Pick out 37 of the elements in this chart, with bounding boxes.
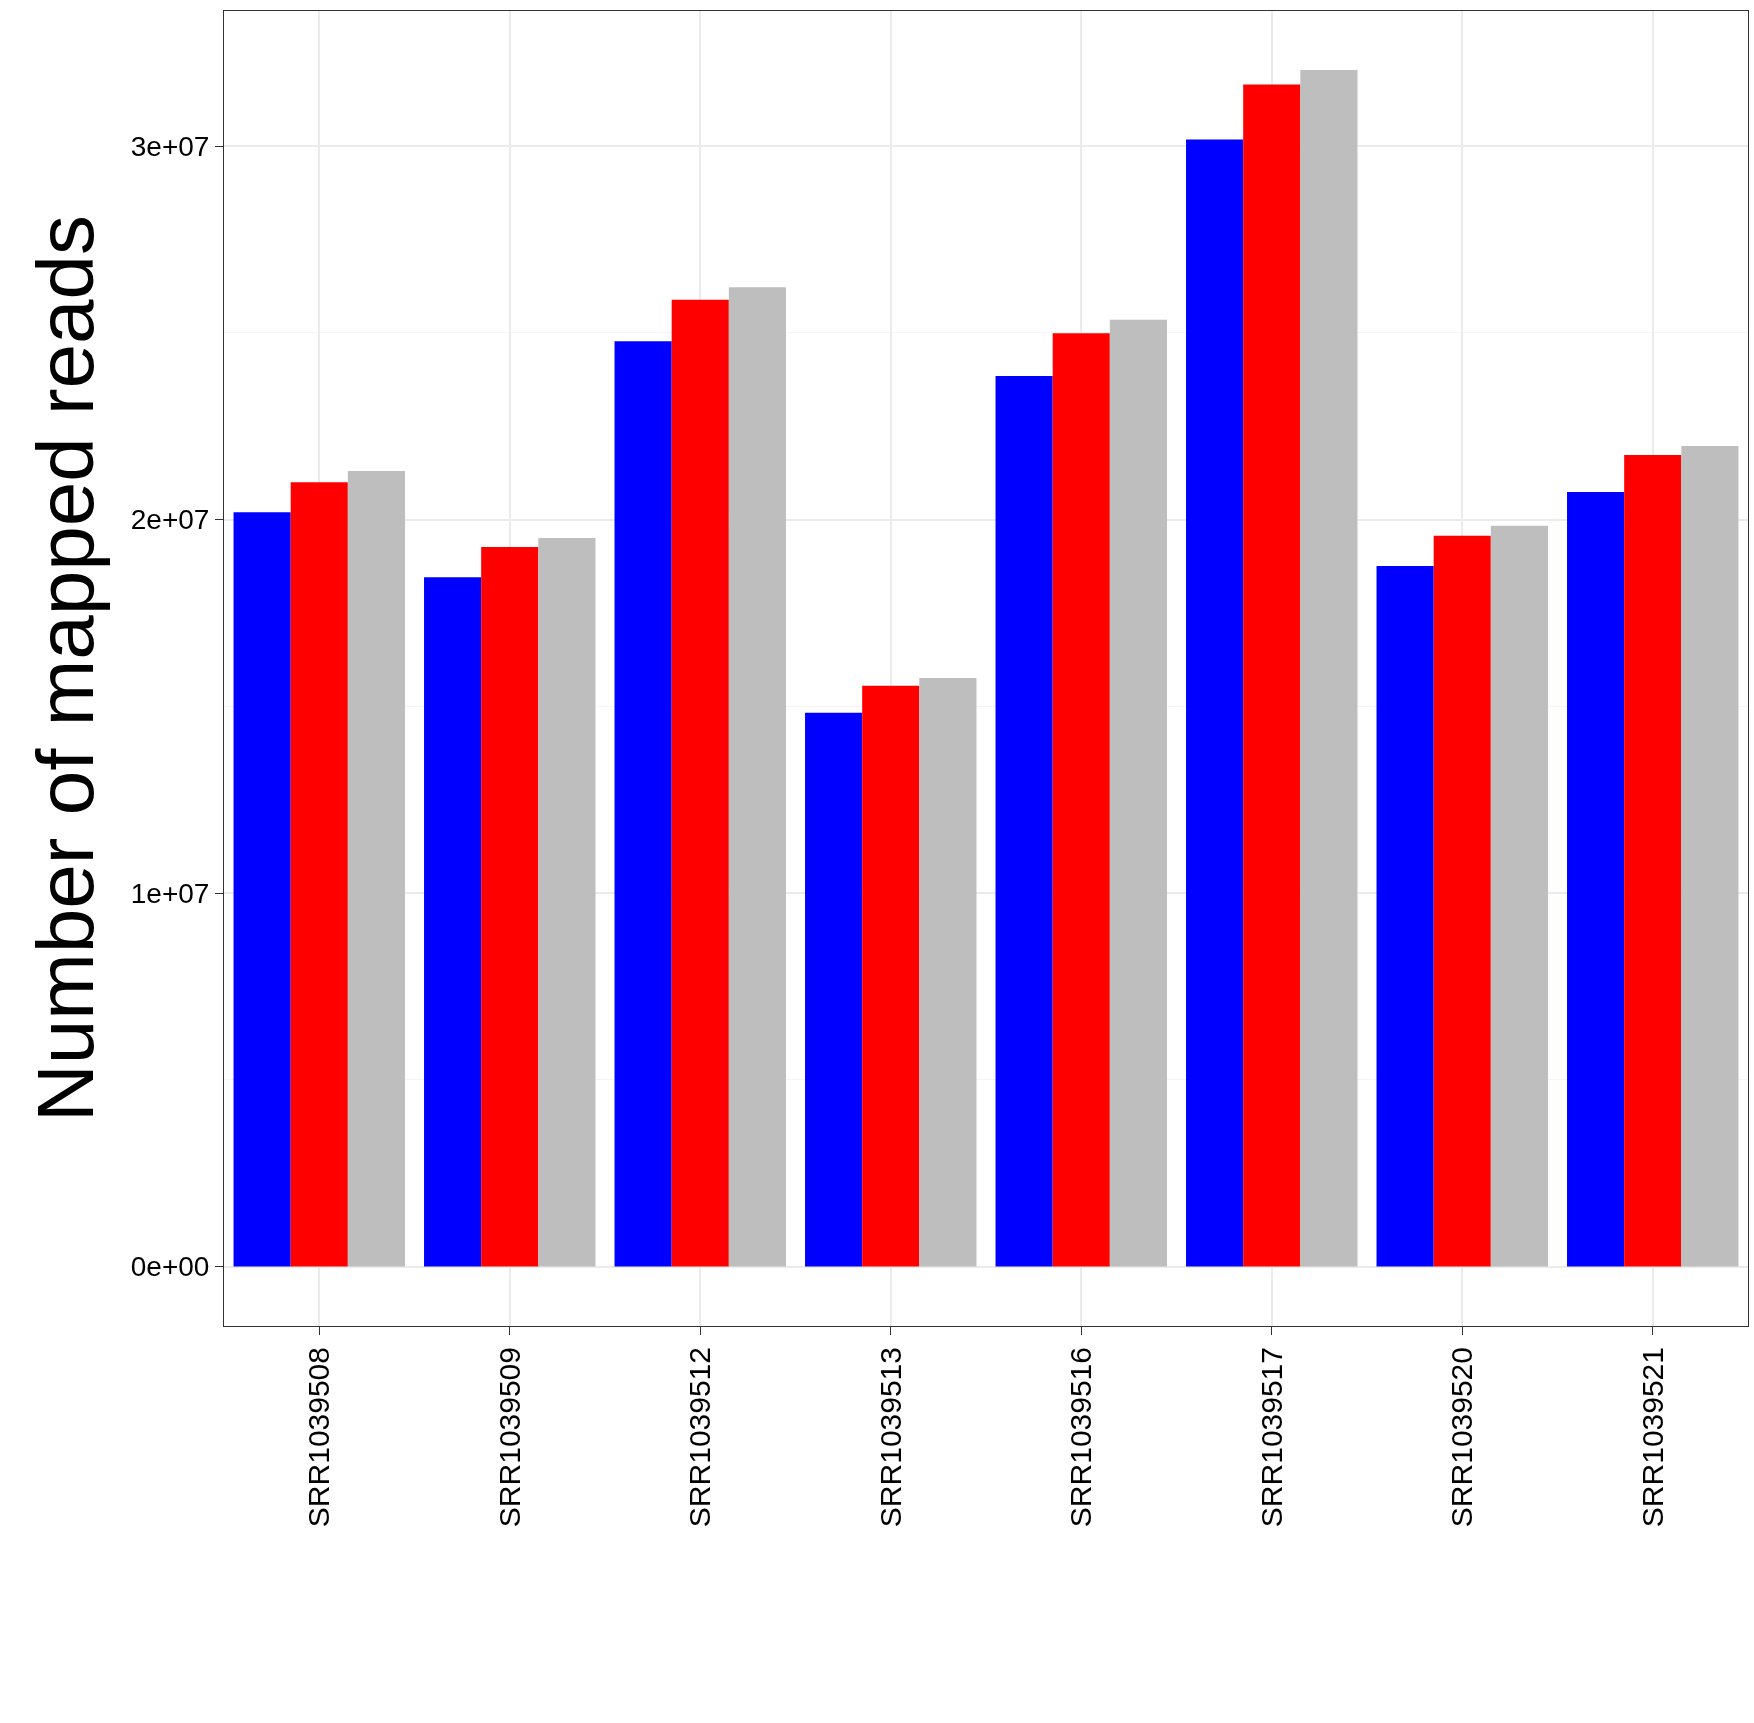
x-tick-label: SRR1039520 bbox=[1445, 1347, 1478, 1528]
bar bbox=[1624, 455, 1682, 1267]
bar bbox=[1052, 333, 1110, 1267]
bar bbox=[1567, 492, 1625, 1267]
x-tick-label: SRR1039509 bbox=[492, 1347, 526, 1528]
bar bbox=[1433, 535, 1491, 1267]
bar bbox=[1681, 446, 1739, 1267]
x-tick-label: SRR1039521 bbox=[1635, 1347, 1669, 1528]
bar bbox=[347, 471, 405, 1267]
y-tick-label: 1e+07 bbox=[130, 877, 210, 909]
bar bbox=[290, 482, 348, 1267]
bar bbox=[1243, 84, 1301, 1267]
bar bbox=[862, 685, 920, 1267]
bar bbox=[614, 341, 672, 1267]
bar bbox=[233, 512, 291, 1267]
x-tick-label: SRR1039517 bbox=[1254, 1347, 1288, 1528]
x-tick-label: SRR1039516 bbox=[1064, 1347, 1097, 1528]
bar bbox=[1376, 565, 1434, 1267]
bar bbox=[919, 678, 977, 1267]
bar bbox=[1490, 525, 1548, 1267]
bar bbox=[805, 712, 863, 1267]
bar bbox=[538, 537, 596, 1267]
x-tick-label: SRR1039508 bbox=[302, 1347, 335, 1528]
y-axis-title: Number of mapped reads bbox=[21, 214, 111, 1123]
bar bbox=[1109, 319, 1167, 1267]
y-tick-label: 2e+07 bbox=[130, 504, 210, 536]
bar bbox=[728, 287, 786, 1267]
bar bbox=[995, 375, 1053, 1267]
bar bbox=[424, 577, 482, 1267]
bar bbox=[671, 299, 729, 1267]
bar bbox=[1300, 70, 1358, 1267]
x-tick-label: SRR1039513 bbox=[873, 1347, 907, 1528]
bar bbox=[481, 546, 539, 1267]
y-tick-label: 0e+00 bbox=[130, 1251, 210, 1283]
x-tick-label: SRR1039512 bbox=[683, 1347, 716, 1528]
y-tick-label: 3e+07 bbox=[130, 131, 210, 162]
bar bbox=[1186, 139, 1244, 1267]
